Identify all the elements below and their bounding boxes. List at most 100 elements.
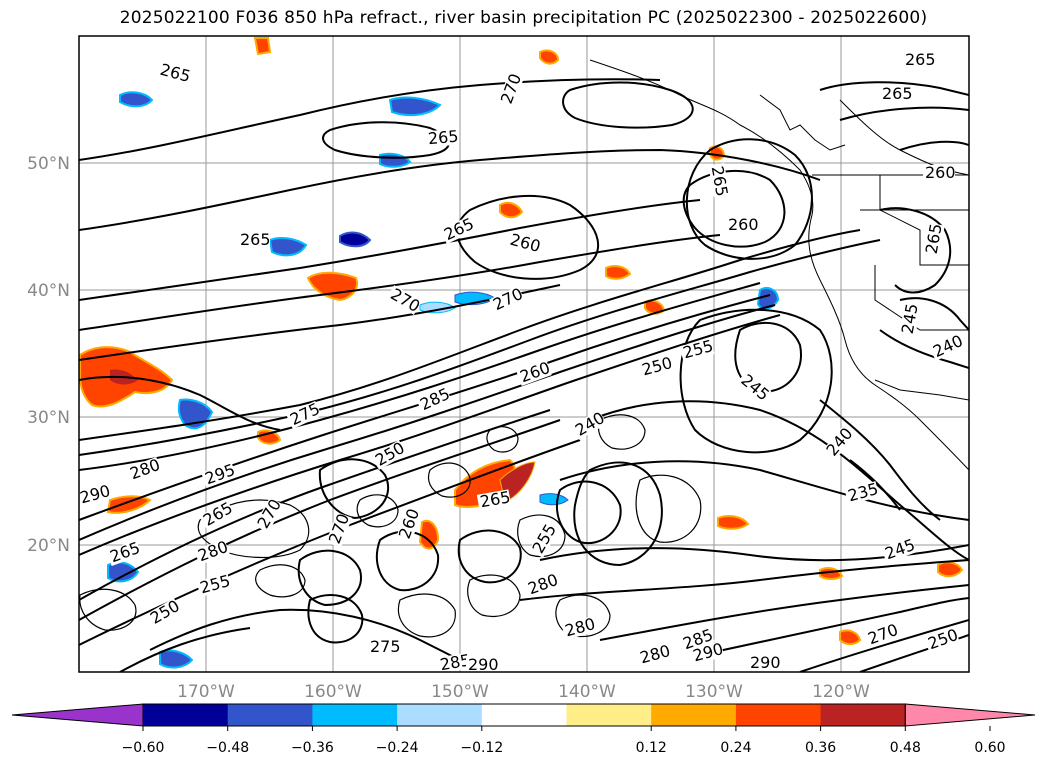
refractivity-contours [79, 78, 969, 672]
contour-label-bg [516, 360, 552, 386]
contour-label-bg [923, 222, 945, 258]
contour-label-bg [286, 400, 322, 430]
contour-label-bg [844, 481, 880, 505]
contour-label-bg [386, 285, 422, 315]
contour-label-bg [201, 462, 237, 488]
colorbar-frame [142, 703, 906, 727]
contour-label-bg [529, 522, 559, 558]
colorbar-segment [481, 704, 567, 726]
contour-label-bg [679, 627, 715, 653]
colorbar-tick-label: −0.36 [291, 740, 334, 756]
contour-label-bg [822, 425, 856, 461]
colorbar: −0.60 −0.48 −0.36 −0.24 −0.12 0.12 0.24 0.36 0.4… [11, 703, 1036, 756]
contour-label-bg [524, 572, 560, 598]
contour-label: 265 [882, 84, 913, 103]
contour-label-bg [196, 573, 232, 597]
colorbar-tick-label: 0.36 [805, 740, 836, 756]
lon-label: 140°W [558, 682, 616, 702]
lat-label: 30°N [27, 408, 70, 428]
contour-label: 290 [468, 655, 499, 674]
colorbar-segment [651, 704, 737, 726]
colorbar-segment [143, 704, 229, 726]
colorbar-extend-high [904, 703, 1036, 727]
contour-label-bg [638, 355, 674, 379]
colorbar-tick-label: −0.48 [206, 740, 249, 756]
colorbar-segment [820, 704, 906, 726]
colorbar-tick-label: −0.24 [376, 740, 419, 756]
contour-label: 260 [728, 215, 759, 234]
contour-label-bg [689, 641, 725, 665]
colorbar-segment [312, 704, 398, 726]
contour-label-bg [440, 215, 476, 245]
colorbar-segment [397, 704, 483, 726]
contour-label-bg [425, 128, 459, 148]
lon-label: 170°W [177, 682, 235, 702]
contour-label-bg [368, 639, 400, 655]
contour-label-bg [199, 500, 235, 530]
map-title: 2025022100 F036 850 hPa refract., river … [119, 8, 928, 28]
contour-label-bg [476, 489, 512, 511]
contour-label-bg [864, 622, 900, 648]
contour-label-bg [371, 440, 407, 470]
contour-label: 285 [438, 650, 471, 674]
contour-label-bg [238, 232, 270, 248]
contour-label-bg [416, 385, 452, 415]
lat-label: 50°N [27, 154, 70, 174]
contour-label-bg [561, 616, 597, 640]
lon-label: 130°W [685, 682, 743, 702]
contour-label: 265 [905, 50, 936, 69]
contour-label-bg [436, 652, 472, 672]
colorbar-segment [735, 704, 822, 726]
colorbar-tick-label: 0.60 [974, 740, 1005, 756]
contour-label-bg [899, 302, 921, 338]
contour-label-bg [126, 457, 162, 483]
colorbar-tick-label: 0.12 [636, 740, 667, 756]
longitude-axis: 170°W 160°W 150°W 140°W 130°W 120°W [177, 682, 870, 702]
contour-label-bg [708, 162, 730, 198]
contour-label-bg [106, 540, 142, 566]
contour-label-bg [498, 72, 524, 108]
contour-label-bg [736, 370, 772, 404]
contour-label-bg [79, 483, 112, 507]
colorbar-extend-low [11, 703, 144, 727]
contour-label-bg [679, 338, 715, 362]
contour-label-bg [903, 52, 935, 68]
contour-label-bg [489, 285, 525, 315]
contour-label-bg [571, 410, 607, 440]
lon-label: 120°W [812, 682, 870, 702]
contour-label-bg [748, 655, 780, 671]
lon-label: 160°W [304, 682, 362, 702]
colorbar-segment [566, 704, 652, 726]
contour-label: 265 [240, 230, 271, 249]
contour-label-bg [726, 217, 758, 233]
contour-label-bg [326, 512, 352, 548]
contour-label-bg [156, 61, 192, 85]
contour-label-bg [254, 497, 284, 533]
contour-label-bg [924, 627, 960, 653]
lat-label: 40°N [27, 281, 70, 301]
contour-label-bg [881, 537, 917, 563]
colorbar-tick-label: 0.24 [720, 740, 751, 756]
map-frame [78, 35, 970, 673]
contour-label-bg [466, 657, 498, 672]
contour-label-bg [146, 598, 182, 628]
colorbar-segment [227, 704, 313, 726]
contour-label-bg [929, 332, 965, 362]
latitude-axis: 50°N 40°N 30°N 20°N [27, 154, 70, 556]
colorbar-tick-label: −0.12 [460, 740, 503, 756]
contour-label-bg [880, 86, 912, 102]
graticule [79, 36, 969, 672]
contour-label: 265 [427, 127, 459, 149]
contour-label-bg [396, 507, 422, 543]
contour-label: 260 [925, 163, 956, 182]
contour-label-bg [636, 643, 672, 667]
lat-label: 20°N [27, 536, 70, 556]
contour-label-bg [923, 165, 955, 181]
contour-label: 290 [750, 653, 781, 672]
colorbar-tick-label: 0.48 [890, 740, 921, 756]
lon-label: 150°W [431, 682, 489, 702]
colorbar-tick-label: −0.60 [122, 740, 165, 756]
contour-label-bg [194, 539, 230, 565]
